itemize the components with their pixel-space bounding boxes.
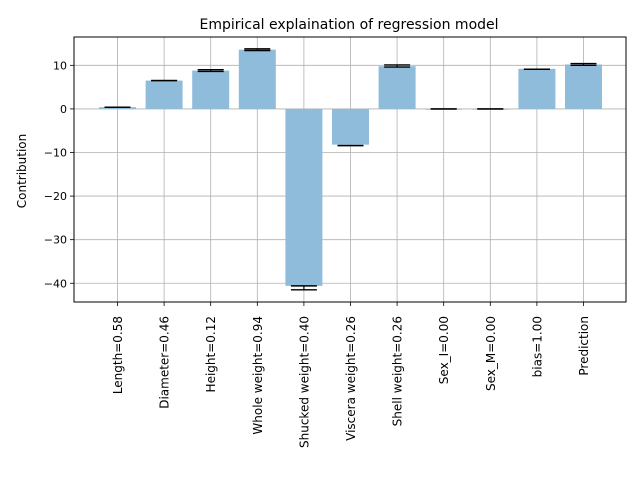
y-tick-label: 10 xyxy=(53,59,67,72)
x-tick-label: Height=0.12 xyxy=(204,316,218,392)
grid-lines xyxy=(74,37,626,302)
bars xyxy=(99,49,602,286)
y-axis-label: Contribution xyxy=(15,134,29,209)
bar xyxy=(238,49,276,109)
x-tick-label: Diameter=0.46 xyxy=(158,316,172,409)
bar xyxy=(285,108,323,286)
x-tick-label: Prediction xyxy=(577,316,591,376)
y-tick-label: −10 xyxy=(44,147,67,160)
bar xyxy=(145,80,183,109)
x-tick-label: Whole weight=0.94 xyxy=(251,316,265,435)
y-tick-label: −40 xyxy=(44,277,67,290)
x-tick-label: Length=0.58 xyxy=(111,316,125,394)
x-tick-label: Sex_I=0.00 xyxy=(437,316,451,384)
x-tick-label: bias=1.00 xyxy=(530,316,544,377)
axis-ticks: 10 0 −10 −20 −30 −40 Length=0.58 Diameter=0.46 H… xyxy=(44,59,591,448)
bar xyxy=(99,107,136,109)
bar xyxy=(332,108,369,145)
bar xyxy=(192,70,230,109)
bar xyxy=(518,68,556,109)
bar xyxy=(565,64,602,109)
chart-title: Empirical explaination of regression mod… xyxy=(199,17,498,33)
x-tick-label: Sex_M=0.00 xyxy=(484,316,498,391)
x-tick-label: Shell weight=0.26 xyxy=(391,316,405,426)
y-tick-label: −20 xyxy=(44,190,67,203)
plot-frame xyxy=(73,36,627,303)
bar xyxy=(378,66,416,109)
error-bars xyxy=(104,48,597,291)
x-tick-label: Viscera weight=0.26 xyxy=(344,316,358,441)
x-tick-label: Shucked weight=0.40 xyxy=(297,316,311,448)
y-tick-label: 0 xyxy=(60,103,67,116)
y-tick-label: −30 xyxy=(44,234,67,247)
